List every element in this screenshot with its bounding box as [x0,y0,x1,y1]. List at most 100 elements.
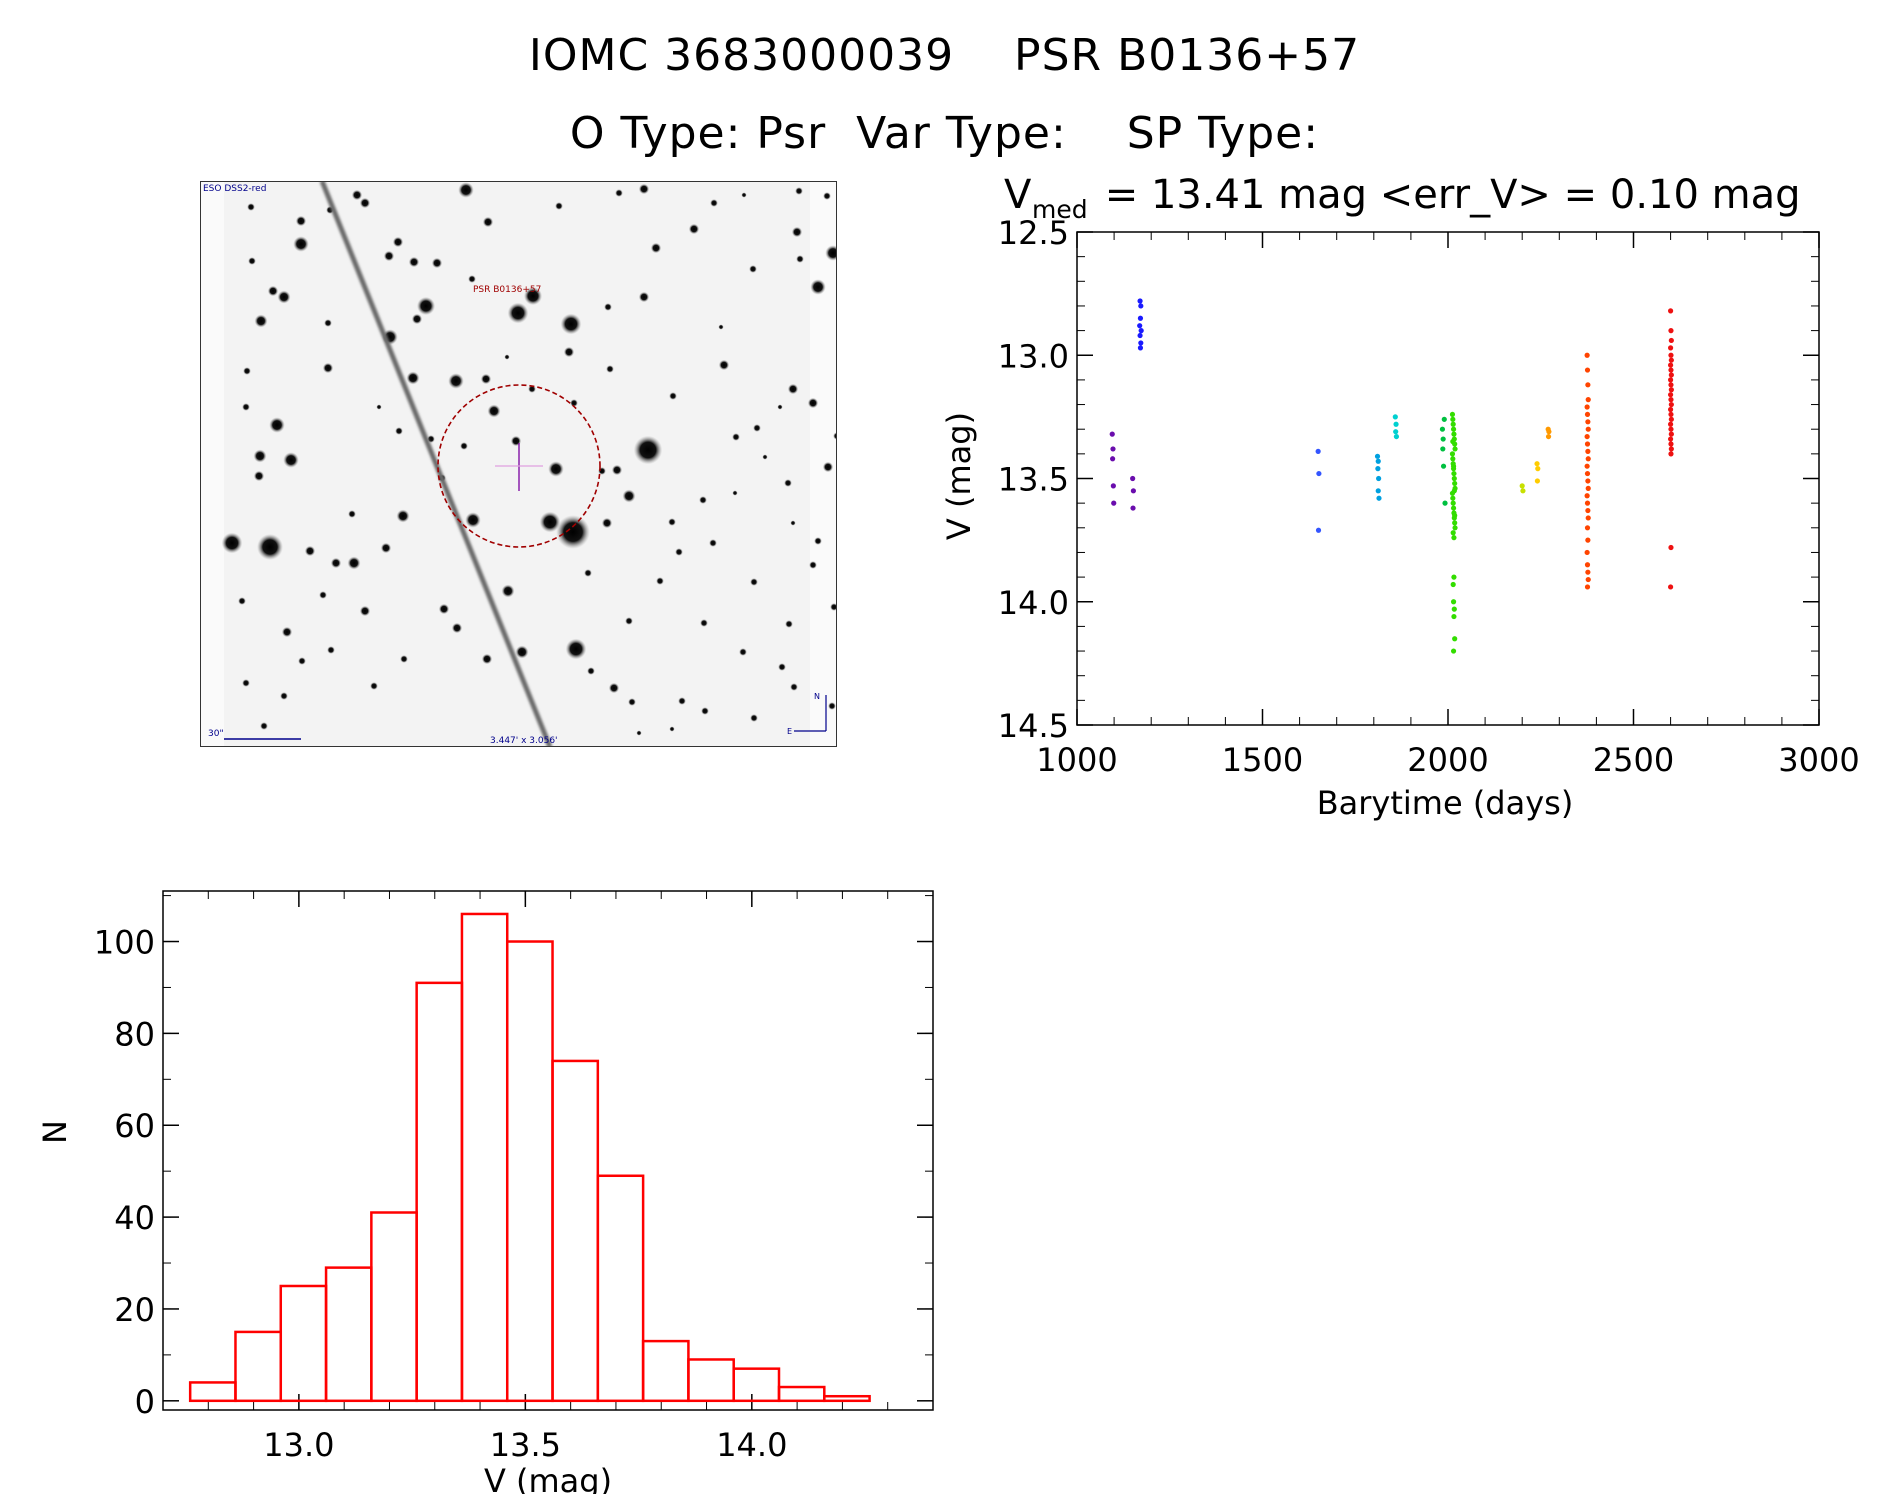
lc-point [1452,512,1458,519]
hist-bar [687,1358,735,1403]
star [411,313,423,325]
star [406,371,420,385]
lc-title-rest: = 13.41 mag <err_V> = 0.10 mag [1092,172,1801,218]
lc-point [1392,414,1398,420]
lc-point [1668,367,1674,373]
lc-point [1584,584,1591,590]
compass-icon: N E [787,692,827,736]
lc-point [1668,426,1674,432]
hist-bar [823,1394,871,1403]
lc-point [1393,429,1399,435]
lc-point [1668,328,1674,334]
star [269,417,285,433]
star [587,667,595,675]
star [293,236,309,252]
hist-ytick-label: 60 [114,1107,155,1145]
hist-frame [162,890,934,1411]
lc-point [1668,382,1674,388]
star [810,279,826,295]
star [438,603,450,615]
lc-point [1393,433,1400,440]
star [753,424,761,432]
lc-point [1450,416,1456,422]
lc-point [1450,530,1456,536]
star [507,302,529,324]
hist-bar [370,1211,418,1403]
lc-point [1315,448,1321,454]
star [370,682,378,690]
star [458,182,474,198]
star [822,461,834,473]
star [304,545,316,557]
star [556,515,590,549]
lc-point [1668,441,1674,447]
star [247,203,255,211]
star [460,442,468,450]
lc-point [1451,431,1457,437]
lc-point [1585,576,1591,583]
star [400,655,408,663]
lc-point [1375,488,1381,494]
lc-point [1393,421,1399,427]
finder-chart: ESO DSS2-red PSR B0136+57 30" 3.447' x 3… [200,181,837,747]
star [823,192,831,200]
star [253,470,265,482]
hist-bar [415,981,464,1403]
lc-ytick-label: 12.5 [998,214,1069,252]
lc-point [1450,456,1456,462]
star [504,354,510,360]
lc-point [1130,475,1136,482]
hist-bar [596,1174,645,1403]
lc-point [1451,535,1457,541]
lc-point [1584,433,1590,440]
lc-xtick-label: 2000 [1407,741,1488,779]
hist-bar [777,1385,826,1403]
star [718,324,724,330]
lc-point [1375,466,1381,472]
lc-point [1584,352,1590,358]
star [790,520,796,526]
star [638,183,650,195]
star [253,449,267,463]
lc-point [1450,495,1456,501]
star [242,679,250,687]
lc-point [1584,367,1591,373]
lc-point [1584,441,1591,447]
lc-point [1110,456,1116,462]
star [601,517,613,529]
star [392,236,404,248]
lc-point [1668,446,1674,452]
star [448,373,464,389]
star [604,303,612,311]
star [701,707,709,715]
lc-point [1440,463,1447,469]
star [281,626,293,638]
star [563,346,575,358]
star [830,603,837,611]
compass-north-label: N [814,692,820,701]
hist-ylabel: N [36,1120,74,1144]
lc-point [1585,485,1591,491]
hist-bar [460,912,509,1403]
lc-point [1584,463,1590,469]
lc-point [1668,421,1674,427]
hist-bar [188,1381,237,1403]
compass-east-label: E [787,727,792,736]
lc-point [1451,488,1457,494]
lc-point [1668,362,1674,368]
lc-point [1585,382,1591,388]
star [678,697,686,705]
lc-xtick-label: 1000 [1036,741,1117,779]
star [611,464,623,476]
star [482,216,494,228]
lc-point [1668,401,1674,408]
lc-title-sub: med [1032,195,1088,224]
star [254,314,268,328]
lc-point [1584,404,1590,410]
lc-frame [1076,231,1820,726]
star [501,584,515,598]
hist-bar [234,1330,283,1403]
star [622,489,636,503]
star [280,692,288,700]
star [260,722,268,730]
